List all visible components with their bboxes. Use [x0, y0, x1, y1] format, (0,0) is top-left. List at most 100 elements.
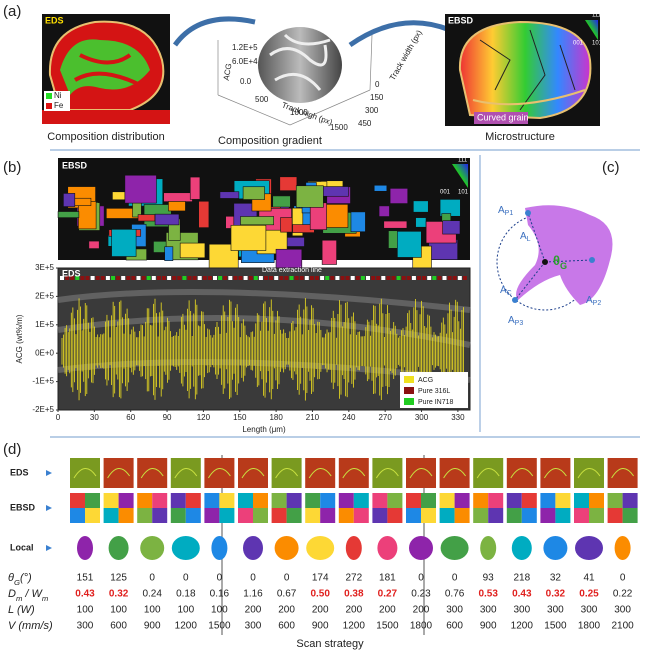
eds-tile	[70, 458, 100, 488]
extraction-cell	[187, 276, 192, 280]
legend-swatch	[404, 376, 414, 383]
extraction-cell	[156, 276, 161, 280]
cell: 1200	[175, 621, 198, 632]
eds-swirl	[543, 468, 567, 479]
grain	[189, 176, 201, 200]
eds-tile	[473, 458, 504, 488]
ebsd-tile	[170, 508, 186, 523]
label-part: A	[508, 315, 515, 326]
grain-shape	[140, 536, 165, 560]
ebsd-tile	[406, 508, 421, 523]
x-tick-label: 330	[451, 413, 465, 422]
eds-tile	[372, 458, 403, 488]
eds-tile	[540, 458, 571, 488]
eds-tile	[406, 458, 436, 488]
ebsd-tile	[421, 493, 436, 508]
eds-tile	[574, 458, 604, 488]
caption: Composition gradient	[218, 135, 322, 147]
extraction-cell	[192, 276, 197, 280]
grain	[164, 246, 174, 261]
x-tick-label: 300	[415, 413, 429, 422]
eds-swirl	[140, 468, 164, 479]
grain	[111, 228, 137, 257]
ebsd-tile	[204, 508, 220, 523]
grain	[389, 188, 409, 204]
label-part: A	[498, 205, 505, 216]
cell: 0.32	[109, 589, 129, 600]
legend-swatch	[404, 387, 414, 394]
grain	[442, 220, 461, 235]
eds-swirl	[107, 468, 131, 479]
tick-label: 1000	[290, 108, 308, 117]
grain	[219, 191, 240, 199]
ipf-label: 101	[592, 41, 603, 47]
extraction-cell	[340, 276, 345, 280]
eds-swirl	[443, 468, 467, 479]
cell: 0	[418, 573, 424, 584]
image-label: EDS	[45, 15, 64, 25]
extraction-cell	[330, 276, 335, 280]
legend-swatch	[46, 103, 52, 109]
extraction-cell	[162, 276, 166, 280]
eds-tile	[607, 458, 638, 488]
ebsd-map	[57, 158, 470, 274]
ebsd-tile	[185, 508, 201, 523]
extraction-cell	[376, 276, 381, 280]
grain	[373, 184, 388, 192]
subscript: P1	[505, 210, 514, 217]
cell: 0.76	[445, 589, 465, 600]
extraction-cell	[299, 276, 304, 280]
eds-swirl	[308, 468, 332, 479]
grain-shape	[345, 536, 362, 560]
ebsd-tile	[372, 508, 388, 523]
cell: 2100	[611, 621, 634, 632]
label-part: D	[8, 588, 16, 600]
ebsd-tile	[540, 493, 556, 508]
cell: 0	[284, 573, 290, 584]
grain	[137, 214, 156, 222]
label: V (mm/s)	[8, 620, 53, 632]
ebsd-tile	[70, 493, 85, 508]
ebsd-tile	[320, 493, 336, 508]
cell: 0.24	[142, 589, 162, 600]
arrow	[348, 20, 451, 48]
ebsd-tile	[622, 493, 638, 508]
surface-plot	[217, 27, 373, 126]
ebsd-tile	[607, 493, 623, 508]
extraction-cell	[207, 276, 212, 280]
ebsd-tile	[589, 493, 604, 508]
grain	[240, 216, 274, 226]
eds-tile	[338, 458, 369, 488]
legend-label: Pure 316L	[418, 388, 450, 395]
label-part: A	[520, 231, 527, 242]
extraction-cell	[360, 276, 365, 280]
cell: 100	[77, 605, 94, 616]
cell: 100	[110, 605, 127, 616]
eds-swirl	[207, 468, 231, 479]
cell: 300	[77, 621, 94, 632]
legend-swatch	[404, 398, 414, 405]
subscript: G	[14, 578, 20, 587]
axis-label: Track width (px)	[388, 28, 424, 82]
extraction-cell	[386, 276, 391, 280]
extraction-cell	[105, 276, 110, 280]
ebsd-tile	[219, 493, 235, 508]
extraction-cell	[294, 276, 299, 280]
cell: 200	[413, 605, 430, 616]
extraction-cell	[131, 276, 136, 280]
axis-label: Length (μm)	[242, 425, 286, 434]
cell: 300	[547, 605, 564, 616]
extraction-cell	[100, 276, 105, 280]
eds-tile	[271, 458, 302, 488]
y-tick-label: 2E+5	[35, 292, 54, 301]
subscript: P2	[593, 300, 602, 307]
ipf-label: 001	[573, 41, 584, 47]
cell: 1200	[511, 621, 534, 632]
eds-tile	[103, 458, 134, 488]
extraction-cell	[60, 276, 64, 280]
cell: 600	[278, 621, 295, 632]
extraction-cell	[401, 276, 406, 280]
extraction-cell	[182, 276, 187, 280]
extraction-cell	[202, 276, 207, 280]
grain-shape	[108, 536, 129, 560]
